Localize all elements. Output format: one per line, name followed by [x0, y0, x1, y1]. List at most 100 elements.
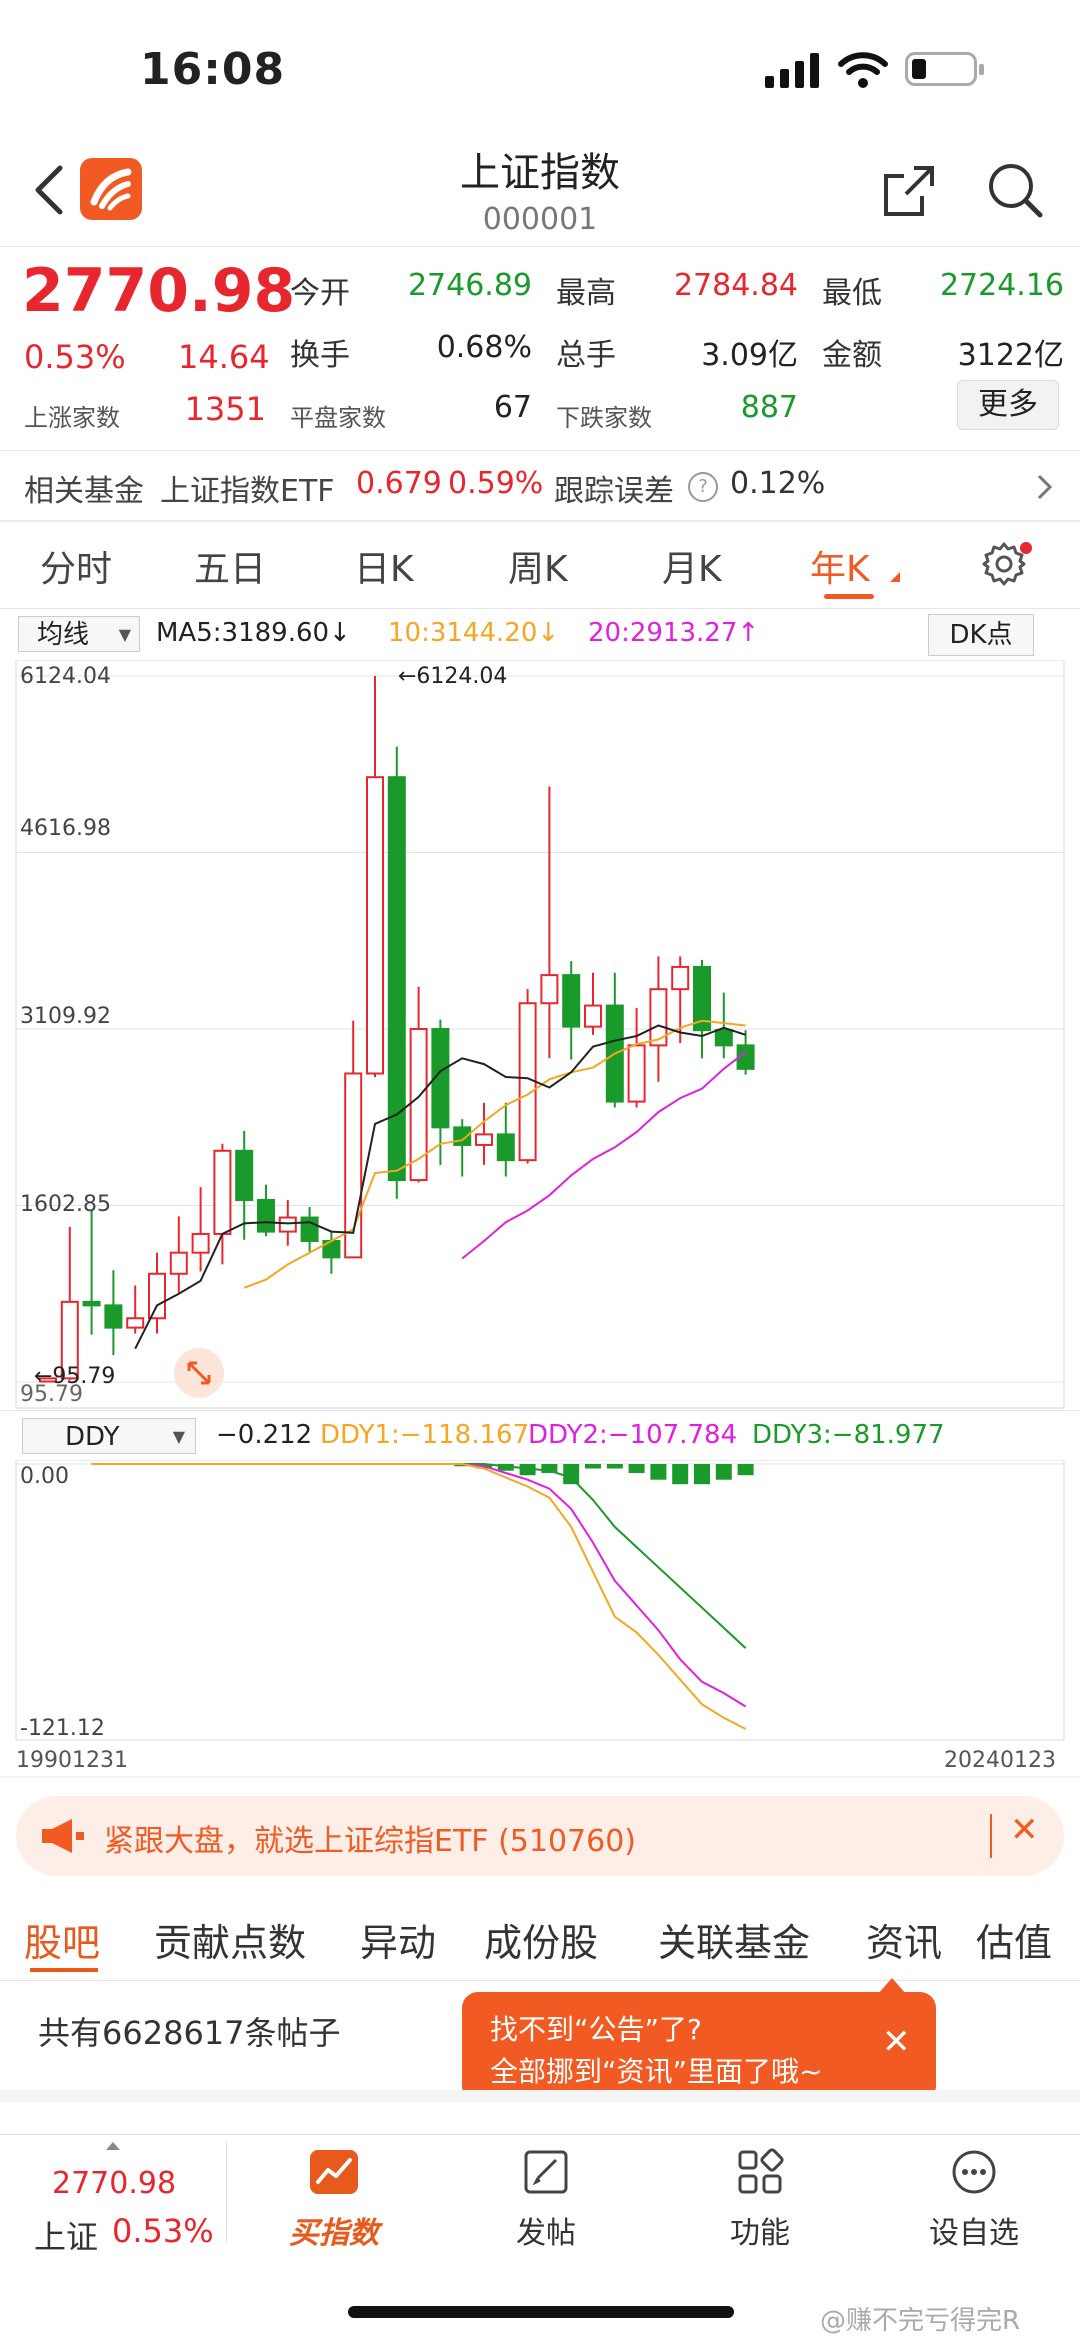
ddy1-value: DDY1:−118.167	[320, 1420, 530, 1450]
open-value: 2746.89	[407, 268, 532, 303]
tab-intraday[interactable]: 分时	[40, 549, 113, 590]
ddy-bar	[454, 1464, 471, 1467]
nav-percent: 0.53%	[112, 2212, 214, 2250]
ma5-line	[134, 1024, 746, 1350]
ma10-value: 10:3144.20↓	[388, 618, 560, 648]
candle-body	[518, 1002, 537, 1162]
candle-body	[104, 1304, 123, 1329]
tab-monthly-k[interactable]: 月K	[662, 549, 722, 590]
ma-select-label: 均线	[37, 620, 90, 650]
change-value: 14.64	[178, 338, 270, 376]
ddy3-line	[91, 1463, 747, 1649]
turnover-label: 换手	[290, 338, 350, 373]
tab-related-funds[interactable]: 关联基金	[658, 1921, 811, 1965]
tab-contribution[interactable]: 贡献点数	[154, 1921, 307, 1965]
ddy1-line	[91, 1463, 747, 1730]
turnover-value: 0.68%	[436, 330, 532, 365]
back-icon[interactable]	[30, 162, 70, 218]
ma10-line	[243, 1019, 746, 1289]
ddy-chart[interactable]	[0, 1460, 1080, 1750]
tab-movement[interactable]: 异动	[360, 1921, 437, 1965]
tab-daily-k[interactable]: 日K	[354, 549, 414, 590]
edit-icon	[524, 2150, 568, 2194]
down-count: 887	[740, 390, 798, 425]
candle-body	[540, 974, 559, 1005]
stock-code: 000001	[482, 202, 598, 237]
candle-body	[409, 1027, 428, 1182]
dk-point-button[interactable]: DK点	[928, 614, 1034, 656]
nav-index-name: 上证	[34, 2218, 99, 2256]
tab-five-day[interactable]: 五日	[194, 549, 267, 590]
expand-icon[interactable]	[174, 1348, 224, 1398]
current-price: 2770.98	[22, 256, 296, 326]
ddy-bar	[650, 1464, 667, 1480]
tooltip-line2: 全部挪到“资讯”里面了哦~	[490, 2055, 823, 2088]
tab-news[interactable]: 资讯	[866, 1921, 943, 1965]
candle-body	[300, 1216, 319, 1242]
y-tick-3: 1602.85	[20, 1192, 111, 1217]
settings-icon[interactable]	[980, 540, 1028, 588]
nav-add-watchlist[interactable]: 设自选	[914, 2148, 1034, 2252]
ddy-bar	[563, 1464, 580, 1485]
change-percent: 0.53%	[24, 338, 126, 376]
indicator-select-label: DDY	[65, 1422, 120, 1452]
indicator-value: −0.212	[216, 1420, 313, 1450]
share-icon[interactable]	[880, 162, 938, 220]
candle-body	[431, 1027, 450, 1129]
ind-tick-1: -121.12	[20, 1716, 105, 1741]
tooltip-line1: 找不到“公告”了?	[490, 2013, 702, 2046]
fund-row-label: 相关基金	[24, 474, 144, 509]
nav-post-label: 发帖	[516, 2216, 576, 2251]
nav-price: 2770.98	[52, 2166, 177, 2201]
up-count: 1351	[184, 390, 266, 428]
y-tick-2: 3109.92	[20, 1004, 111, 1029]
candle-body	[191, 1232, 210, 1254]
more-button[interactable]: 更多	[957, 380, 1059, 430]
watermark: @赚不完亏得完R	[820, 2306, 1021, 2336]
candle-body	[213, 1149, 232, 1235]
fund-row[interactable]: 相关基金 上证指数ETF 0.679 0.59% 跟踪误差 ? 0.12%	[0, 452, 1080, 518]
search-icon[interactable]	[985, 160, 1045, 220]
nav-post[interactable]: 发帖	[486, 2148, 606, 2252]
candle-body	[475, 1133, 493, 1146]
tooltip-close-icon[interactable]: ✕	[882, 2022, 911, 2062]
dk-point-label: DK点	[949, 620, 1013, 650]
indicator-select[interactable]: DDY ▼	[22, 1418, 196, 1454]
tab-weekly-k[interactable]: 周K	[508, 549, 568, 590]
nav-function[interactable]: 功能	[700, 2148, 820, 2252]
ddy-bar	[519, 1464, 536, 1476]
ddy-bar	[585, 1464, 601, 1469]
tab-valuation[interactable]: 估值	[976, 1921, 1053, 1965]
ma5-value: MA5:3189.60↓	[156, 618, 351, 648]
ddy-bar	[541, 1464, 558, 1473]
tab-constituents[interactable]: 成份股	[484, 1921, 599, 1965]
kline-chart[interactable]	[0, 660, 1080, 1410]
logo-mark-icon	[90, 168, 132, 211]
promo-banner[interactable]: 紧跟大盘，就选上证综指ETF (510760) ✕	[16, 1796, 1064, 1876]
candle-body	[60, 1300, 79, 1380]
ma-select[interactable]: 均线 ▼	[18, 616, 140, 652]
page-title: 上证指数	[460, 150, 620, 196]
expand-arrows-icon	[187, 1361, 211, 1385]
ma20-line	[461, 1051, 747, 1260]
ddy-bar	[606, 1464, 623, 1469]
fund-name: 上证指数ETF	[160, 474, 335, 509]
tab-forum[interactable]: 股吧	[24, 1921, 101, 1965]
candle-body	[148, 1272, 166, 1320]
dropdown-triangle-icon	[890, 572, 900, 582]
high-value: 2784.84	[673, 268, 798, 303]
tab-yearly-k[interactable]: 年K	[810, 549, 870, 590]
help-icon[interactable]: ?	[688, 472, 718, 502]
chevron-right-icon	[1037, 474, 1053, 500]
home-indicator	[348, 2306, 734, 2318]
signal-icon	[765, 52, 823, 88]
candle-body	[126, 1317, 145, 1329]
nav-buy-index[interactable]: 买指数	[274, 2148, 394, 2252]
candle-body	[387, 776, 406, 1182]
ma20-value: 20:2913.27↑	[588, 618, 760, 648]
close-icon[interactable]: ✕	[1010, 1810, 1039, 1850]
ddy2-value: DDY2:−107.784	[528, 1420, 738, 1450]
news-tooltip[interactable]: 找不到“公告”了? 全部挪到“资讯”里面了哦~ ✕	[462, 1978, 936, 2102]
down-count-label: 下跌家数	[556, 404, 652, 432]
ddy-bar	[715, 1464, 732, 1480]
